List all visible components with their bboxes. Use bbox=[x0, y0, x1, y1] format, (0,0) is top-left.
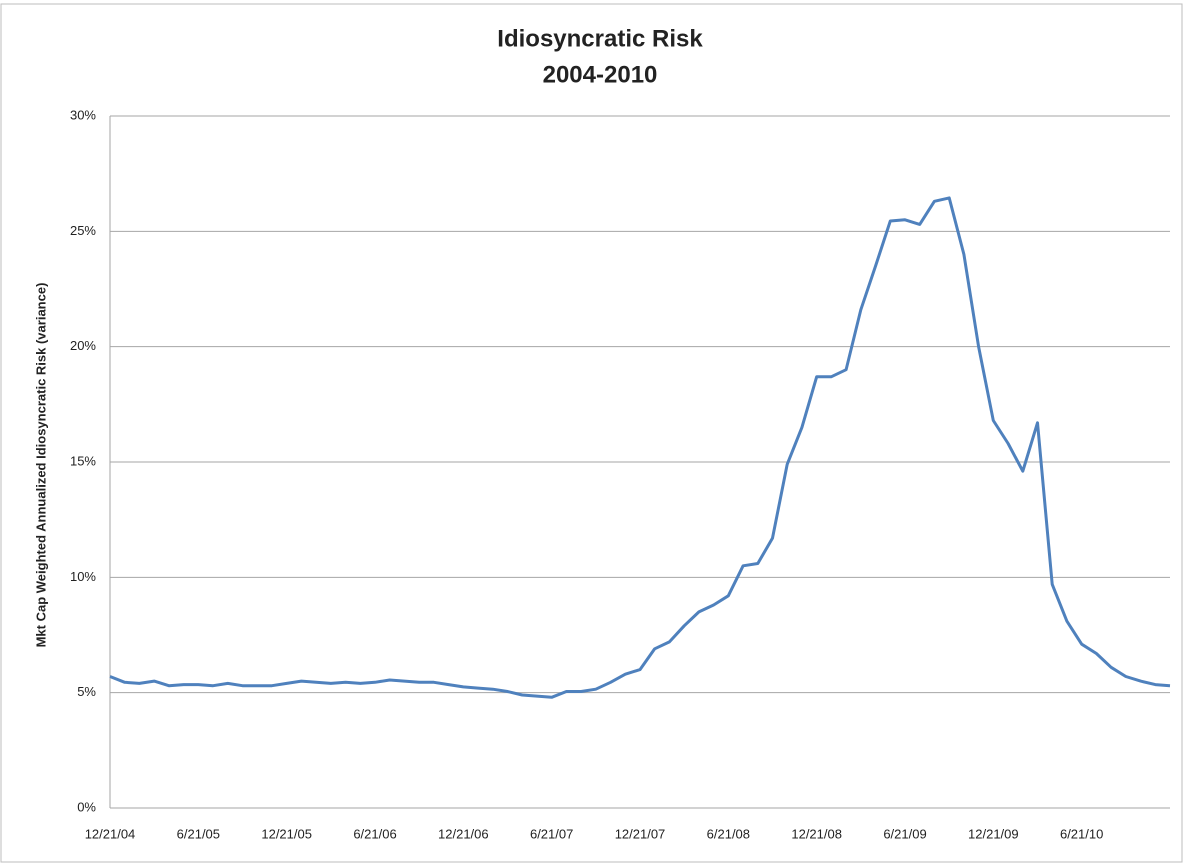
y-tick-label: 25% bbox=[70, 223, 96, 238]
x-tick-label: 6/21/10 bbox=[1060, 826, 1103, 841]
data-line bbox=[109, 196, 1171, 699]
y-tick-label: 20% bbox=[70, 338, 96, 353]
chart-subtitle: 2004-2010 bbox=[543, 61, 658, 88]
x-tick-label: 12/21/06 bbox=[438, 826, 489, 841]
x-tick-label: 6/21/05 bbox=[177, 826, 220, 841]
x-tick-label: 6/21/09 bbox=[883, 826, 926, 841]
chart-title: Idiosyncratic Risk bbox=[497, 25, 703, 52]
x-tick-label: 6/21/08 bbox=[707, 826, 750, 841]
x-tick-label: 12/21/09 bbox=[968, 826, 1019, 841]
x-tick-label: 12/21/04 bbox=[85, 826, 136, 841]
x-tick-label: 6/21/06 bbox=[353, 826, 396, 841]
y-tick-label: 10% bbox=[70, 569, 96, 584]
y-tick-label: 0% bbox=[77, 799, 96, 814]
chart-frame bbox=[0, 3, 1183, 863]
x-tick-label: 12/21/07 bbox=[615, 826, 666, 841]
y-tick-label: 5% bbox=[77, 684, 96, 699]
y-tick-label: 30% bbox=[70, 107, 96, 122]
y-axis-label: Mkt Cap Weighted Annualized Idiosyncrati… bbox=[33, 283, 48, 648]
x-tick-label: 6/21/07 bbox=[530, 826, 573, 841]
y-tick-label: 15% bbox=[70, 453, 96, 468]
x-tick-label: 12/21/05 bbox=[261, 826, 312, 841]
x-tick-label: 12/21/08 bbox=[791, 826, 842, 841]
